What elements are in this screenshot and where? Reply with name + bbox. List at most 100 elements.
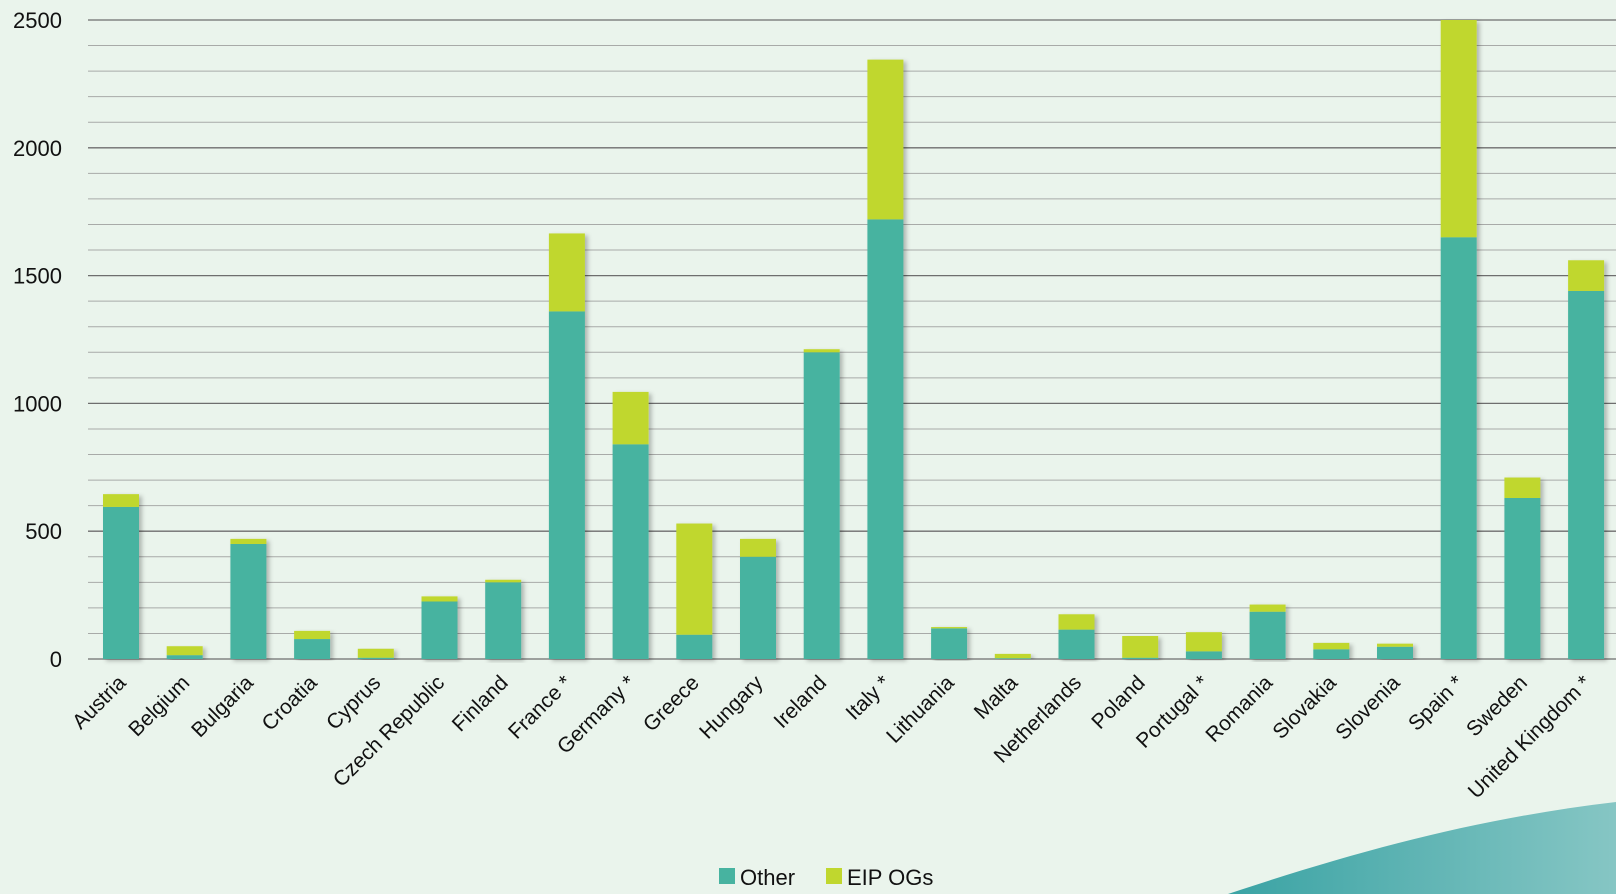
- gridlines: [88, 19, 1616, 660]
- y-tick-label: 2000: [13, 136, 62, 161]
- bar-stack: [994, 653, 1031, 659]
- x-category-label: Slovakia: [1268, 671, 1341, 744]
- bar-eip-ogs: [740, 538, 776, 557]
- bar-other: [676, 634, 713, 659]
- bars: [103, 20, 1605, 660]
- bar-other: [994, 658, 1031, 659]
- bar-other: [357, 657, 394, 659]
- x-category-label: United Kingdom *: [1464, 671, 1596, 803]
- bar-stack: [1185, 632, 1222, 659]
- bar-other: [931, 628, 968, 659]
- bar-stack: [867, 59, 904, 660]
- bar-other: [230, 543, 267, 659]
- bar-eip-ogs: [1568, 260, 1605, 291]
- bar-stack: [294, 630, 331, 659]
- bar-other: [166, 655, 203, 659]
- bar-stack: [1568, 260, 1605, 659]
- bar-stack: [1058, 614, 1095, 659]
- bar-other: [740, 556, 776, 659]
- bar-other: [803, 352, 840, 659]
- x-category-label: Malta: [970, 671, 1023, 724]
- bar-other: [103, 506, 139, 659]
- bar-eip-ogs: [485, 579, 522, 583]
- bar-eip-ogs: [1313, 642, 1350, 650]
- bar-eip-ogs: [166, 646, 203, 656]
- bar-other: [421, 601, 458, 659]
- legend-label: EIP OGs: [847, 865, 933, 890]
- bar-stack: [1249, 604, 1286, 659]
- legend-swatch: [719, 868, 735, 884]
- bar-eip-ogs: [1440, 20, 1477, 238]
- bar-stack: [103, 494, 139, 659]
- bar-other: [1377, 646, 1413, 659]
- bar-eip-ogs: [867, 59, 904, 220]
- bar-eip-ogs: [357, 648, 394, 658]
- bar-other: [548, 311, 585, 659]
- legend-swatch: [826, 868, 842, 884]
- bar-stack: [1377, 643, 1413, 659]
- bar-other: [867, 219, 904, 660]
- bar-eip-ogs: [103, 494, 139, 507]
- bar-other: [1440, 237, 1477, 659]
- bar-stack: [357, 648, 394, 659]
- legend-label: Other: [740, 865, 795, 890]
- bar-other: [612, 444, 649, 659]
- x-category-label: Slovenia: [1331, 671, 1404, 744]
- bar-eip-ogs: [803, 349, 840, 353]
- bar-eip-ogs: [294, 630, 331, 640]
- x-category-label: Cyprus: [322, 671, 385, 734]
- bar-eip-ogs: [1122, 635, 1159, 658]
- bar-eip-ogs: [612, 391, 649, 445]
- bar-eip-ogs: [230, 538, 267, 544]
- bar-eip-ogs: [994, 653, 1031, 659]
- x-category-label: Greece: [639, 671, 704, 736]
- bar-other: [1058, 629, 1095, 659]
- x-category-label: Hungary: [695, 671, 768, 744]
- bar-stack: [421, 596, 458, 659]
- y-tick-label: 0: [50, 647, 62, 672]
- bar-stack: [548, 233, 585, 659]
- legend: Other EIP OGs: [719, 865, 933, 890]
- bar-eip-ogs: [1249, 604, 1286, 612]
- bar-stack: [740, 538, 776, 659]
- bar-eip-ogs: [421, 596, 458, 602]
- bar-stack: [676, 523, 713, 659]
- bar-stack: [166, 646, 203, 659]
- bar-stack: [230, 538, 267, 659]
- x-category-label: Ireland: [770, 671, 832, 733]
- bar-other: [1504, 497, 1541, 659]
- x-category-label: Spain *: [1404, 671, 1468, 735]
- x-category-label: Bulgaria: [187, 671, 258, 742]
- y-axis-tick-labels: 0 500 1000 1500 2000 2500: [13, 8, 62, 672]
- bar-stack: [1440, 20, 1477, 659]
- x-category-label: Lithuania: [882, 671, 959, 748]
- bar-eip-ogs: [676, 523, 713, 635]
- x-category-label: Finland: [448, 671, 513, 736]
- bar-other: [1122, 657, 1159, 659]
- bar-eip-ogs: [1058, 614, 1095, 630]
- x-category-label: Romania: [1201, 671, 1277, 747]
- x-category-label: Czech Republic: [329, 671, 449, 791]
- bar-other: [1313, 649, 1350, 659]
- y-tick-label: 500: [25, 519, 62, 544]
- bar-other: [485, 582, 522, 659]
- bar-eip-ogs: [1185, 632, 1222, 652]
- bar-other: [1249, 611, 1286, 659]
- bar-eip-ogs: [548, 233, 585, 312]
- bar-stack: [803, 349, 840, 659]
- y-tick-label: 2500: [13, 8, 62, 33]
- x-category-label: Italy *: [842, 671, 895, 724]
- bar-eip-ogs: [1504, 477, 1541, 498]
- decorative-wedge: [1228, 802, 1616, 894]
- bar-other: [294, 639, 331, 659]
- bar-eip-ogs: [931, 627, 968, 629]
- bar-stack: [1313, 642, 1350, 659]
- bar-stack: [1122, 635, 1159, 659]
- x-category-label: Croatia: [257, 671, 321, 735]
- bar-stack: [1504, 477, 1541, 659]
- bar-stack: [485, 579, 522, 659]
- bar-stack: [931, 627, 968, 659]
- x-category-label: Poland: [1087, 671, 1150, 734]
